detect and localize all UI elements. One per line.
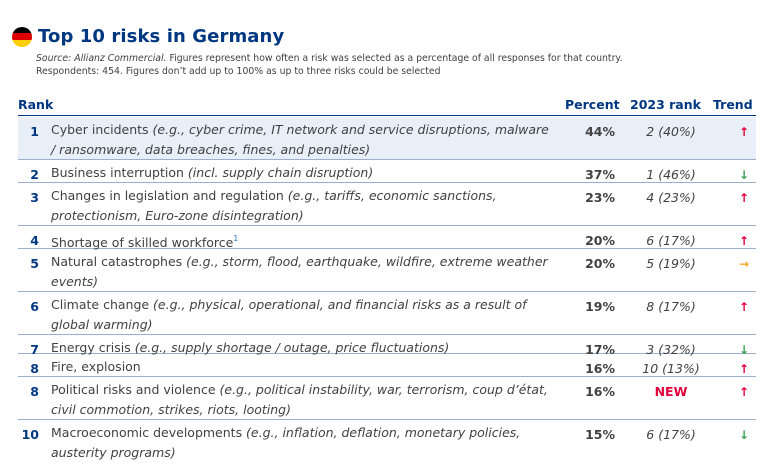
source-line-1: Source: Allianz Commercial. Figures repr… bbox=[36, 52, 623, 65]
risk-name: Business interruption bbox=[51, 165, 184, 180]
risk-description: Macroeconomic developments (e.g., inflat… bbox=[51, 423, 551, 463]
germany-flag-icon bbox=[12, 26, 32, 47]
rank-number: 4 bbox=[30, 233, 39, 248]
rank-number: 8 bbox=[30, 384, 39, 399]
rank-number: 7 bbox=[30, 342, 39, 357]
flag-stripe-gold bbox=[12, 39, 32, 47]
rank-number: 3 bbox=[30, 190, 39, 205]
trend-up-arrow-icon: ↑ bbox=[738, 300, 750, 314]
rank-number: 5 bbox=[30, 256, 39, 271]
trend-up-arrow-icon: ↑ bbox=[738, 362, 750, 376]
risk-examples: (e.g., political instability, war, terro… bbox=[51, 382, 548, 417]
risk-examples: (e.g., storm, flood, earthquake, wildfir… bbox=[51, 254, 548, 289]
page-title: Top 10 risks in Germany bbox=[38, 26, 285, 47]
table-row: 6 Climate change (e.g., physical, operati… bbox=[18, 292, 756, 335]
prev-rank-value: 2 (40%) bbox=[646, 124, 696, 139]
trend-down-arrow-icon: ↓ bbox=[738, 343, 750, 357]
risk-examples: (e.g., tariffs, economic sanctions, prot… bbox=[51, 188, 497, 223]
risk-examples: (e.g., cyber crime, IT network and servi… bbox=[51, 122, 549, 157]
risk-name: Political risks and violence bbox=[51, 382, 216, 397]
trend-up-arrow-icon: ↑ bbox=[738, 385, 750, 399]
column-header-rank: Rank bbox=[18, 97, 54, 112]
footnote-marker: 1 bbox=[233, 234, 239, 243]
prev-rank-value: 8 (17%) bbox=[646, 299, 696, 314]
table-row: 2 Business interruption (incl. supply cha… bbox=[18, 160, 756, 183]
risk-description: Energy crisis (e.g., supply shortage / o… bbox=[51, 338, 551, 358]
table-row: 7 Energy crisis (e.g., supply shortage / … bbox=[18, 335, 756, 357]
header: Top 10 risks in Germany bbox=[12, 26, 284, 47]
risk-name: Climate change bbox=[51, 297, 150, 312]
percent-value: 44% bbox=[585, 124, 615, 139]
prev-rank-value: 4 (23%) bbox=[646, 190, 696, 205]
risk-examples: (e.g., physical, operational, and financ… bbox=[51, 297, 527, 332]
prev-rank-value: NEW bbox=[654, 384, 688, 399]
prev-rank-value: 5 (19%) bbox=[646, 256, 696, 271]
source-line-1-text: Figures represent how often a risk was s… bbox=[166, 53, 623, 64]
column-header-trend: Trend bbox=[713, 97, 753, 112]
risk-description: Natural catastrophes (e.g., storm, flood… bbox=[51, 252, 551, 292]
percent-value: 20% bbox=[585, 256, 615, 271]
prev-rank-value: 10 (13%) bbox=[642, 361, 700, 376]
flag-stripe-red bbox=[12, 33, 32, 40]
risk-name: Energy crisis bbox=[51, 340, 131, 355]
prev-rank-value: 1 (46%) bbox=[646, 167, 696, 182]
prev-rank-value: 6 (17%) bbox=[646, 233, 696, 248]
trend-down-arrow-icon: ↓ bbox=[738, 428, 750, 442]
risk-examples: (incl. supply chain disruption) bbox=[183, 165, 374, 180]
table-row: 5 Natural catastrophes (e.g., storm, floo… bbox=[18, 249, 756, 292]
risk-description: Cyber incidents (e.g., cyber crime, IT n… bbox=[51, 120, 551, 160]
table-row: 1 Cyber incidents (e.g., cyber crime, IT … bbox=[18, 117, 756, 160]
risk-examples: (e.g., supply shortage / outage, price f… bbox=[130, 340, 450, 355]
trend-up-arrow-icon: ↑ bbox=[738, 191, 750, 205]
rank-number: 2 bbox=[30, 167, 39, 182]
prev-rank-value: 3 (32%) bbox=[646, 342, 696, 357]
percent-value: 37% bbox=[585, 167, 615, 182]
table-row: 8 Fire, explosion 16% 10 (13%) ↑ bbox=[18, 354, 756, 377]
rank-number: 10 bbox=[21, 427, 39, 442]
risk-description: Climate change (e.g., physical, operatio… bbox=[51, 295, 551, 335]
percent-value: 17% bbox=[585, 342, 615, 357]
trend-up-arrow-icon: ↑ bbox=[738, 234, 750, 248]
rank-number: 6 bbox=[30, 299, 39, 314]
risk-description: Shortage of skilled workforce1 bbox=[51, 229, 551, 253]
risk-description: Political risks and violence (e.g., poli… bbox=[51, 380, 551, 420]
percent-value: 19% bbox=[585, 299, 615, 314]
risk-description: Business interruption (incl. supply chai… bbox=[51, 163, 551, 183]
flag-stripe-black bbox=[12, 26, 32, 34]
trend-right-arrow-icon: → bbox=[738, 257, 750, 271]
prev-rank-value: 6 (17%) bbox=[646, 427, 696, 442]
risk-name: Shortage of skilled workforce bbox=[51, 235, 234, 250]
table-row: 4 Shortage of skilled workforce1 20% 6 (17%… bbox=[18, 226, 756, 250]
header-divider bbox=[18, 115, 756, 116]
source-line-2: Respondents: 454. Figures don’t add up t… bbox=[36, 66, 441, 77]
risk-description: Fire, explosion bbox=[51, 357, 551, 377]
table-row: 8 Political risks and violence (e.g., pol… bbox=[18, 377, 756, 420]
column-header-percent: Percent bbox=[565, 97, 620, 112]
percent-value: 20% bbox=[585, 233, 615, 248]
table-row: 10 Macroeconomic developments (e.g., infl… bbox=[18, 420, 756, 463]
risk-description: Changes in legislation and regulation (e… bbox=[51, 186, 551, 226]
risk-examples: (e.g., inflation, deflation, monetary po… bbox=[51, 425, 521, 460]
source-note: Source: Allianz Commercial. Figures repr… bbox=[36, 52, 623, 78]
percent-value: 16% bbox=[585, 384, 615, 399]
risk-name: Cyber incidents bbox=[51, 122, 149, 137]
trend-down-arrow-icon: ↓ bbox=[738, 168, 750, 182]
trend-up-arrow-icon: ↑ bbox=[738, 125, 750, 139]
rank-number: 1 bbox=[30, 124, 39, 139]
source-label: Source: Allianz Commercial. bbox=[36, 53, 167, 64]
risk-name: Macroeconomic developments bbox=[51, 425, 243, 440]
rank-number: 8 bbox=[30, 361, 39, 376]
risk-name: Changes in legislation and regulation bbox=[51, 188, 284, 203]
percent-value: 15% bbox=[585, 427, 615, 442]
risk-name: Fire, explosion bbox=[51, 359, 141, 374]
column-header-2023-rank: 2023 rank bbox=[630, 97, 701, 112]
percent-value: 23% bbox=[585, 190, 615, 205]
table-row: 3 Changes in legislation and regulation (… bbox=[18, 183, 756, 226]
risk-name: Natural catastrophes bbox=[51, 254, 183, 269]
percent-value: 16% bbox=[585, 361, 615, 376]
